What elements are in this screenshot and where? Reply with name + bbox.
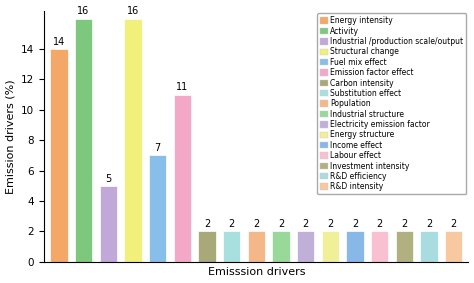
- Text: 2: 2: [401, 219, 408, 229]
- Bar: [75, 19, 92, 262]
- Text: 5: 5: [105, 173, 111, 184]
- Text: 7: 7: [155, 143, 161, 153]
- Bar: [346, 231, 364, 262]
- Bar: [396, 231, 413, 262]
- Text: 2: 2: [450, 219, 457, 229]
- Bar: [420, 231, 438, 262]
- Bar: [223, 231, 240, 262]
- Bar: [272, 231, 290, 262]
- Bar: [100, 186, 117, 262]
- Text: 2: 2: [253, 219, 259, 229]
- Bar: [297, 231, 314, 262]
- Text: 16: 16: [77, 6, 90, 16]
- Bar: [247, 231, 265, 262]
- Text: 2: 2: [327, 219, 333, 229]
- Text: 2: 2: [204, 219, 210, 229]
- Text: 2: 2: [228, 219, 235, 229]
- Bar: [50, 49, 67, 262]
- Text: 14: 14: [53, 37, 65, 47]
- Bar: [445, 231, 462, 262]
- Text: 2: 2: [302, 219, 309, 229]
- Bar: [198, 231, 216, 262]
- Text: 11: 11: [176, 82, 188, 92]
- Legend: Energy intensity, Activity, Industrial /production scale/output, Structural chan: Energy intensity, Activity, Industrial /…: [317, 13, 466, 194]
- Text: 2: 2: [278, 219, 284, 229]
- Text: 2: 2: [426, 219, 432, 229]
- Bar: [149, 155, 166, 262]
- Y-axis label: Emission drivers (%): Emission drivers (%): [6, 79, 16, 194]
- Text: 16: 16: [127, 6, 139, 16]
- Bar: [173, 95, 191, 262]
- Text: 2: 2: [376, 219, 383, 229]
- Text: 2: 2: [352, 219, 358, 229]
- X-axis label: Emisssion drivers: Emisssion drivers: [208, 267, 305, 277]
- Bar: [322, 231, 339, 262]
- Bar: [371, 231, 388, 262]
- Bar: [124, 19, 142, 262]
